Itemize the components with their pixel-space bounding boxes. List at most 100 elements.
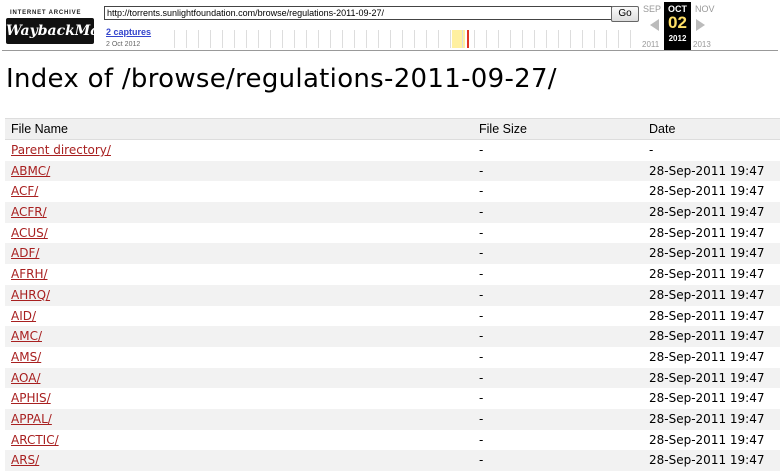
table-row: AOA/ - 28-Sep-2011 19:47 <box>5 367 780 389</box>
table-row: ACF/ - 28-Sep-2011 19:47 <box>5 181 780 202</box>
sparkline-month-tick <box>498 30 499 48</box>
go-button[interactable]: Go <box>611 6 639 22</box>
file-size-cell: - <box>479 267 484 282</box>
date-cell: 28-Sep-2011 19:47 <box>649 349 765 364</box>
date-cell: 28-Sep-2011 19:47 <box>649 329 765 344</box>
table-row: AMS/ - 28-Sep-2011 19:47 <box>5 347 780 368</box>
directory-link[interactable]: ACF/ <box>11 184 39 199</box>
table-row: ADF/ - 28-Sep-2011 19:47 <box>5 243 780 265</box>
file-size-cell: - <box>479 184 484 199</box>
wayback-toolbar-inner: INTERNET ARCHIVE WaybackMachine http://t… <box>2 2 778 51</box>
sparkline-month-tick <box>522 30 523 48</box>
table-row: AID/ - 28-Sep-2011 19:47 <box>5 306 780 327</box>
directory-link[interactable]: ACUS/ <box>11 225 48 240</box>
capture-date: 2 Oct 2012 <box>106 41 141 48</box>
file-size-cell: - <box>479 205 484 220</box>
sparkline-month-tick <box>618 30 619 48</box>
sparkline-month-tick <box>546 30 547 48</box>
date-cell: 28-Sep-2011 19:47 <box>649 287 765 302</box>
directory-link[interactable]: AFRH/ <box>11 267 48 282</box>
directory-link[interactable]: ACFR/ <box>11 205 47 220</box>
wayback-toolbar: INTERNET ARCHIVE WaybackMachine http://t… <box>0 0 780 51</box>
directory-link[interactable]: ADF/ <box>11 246 40 261</box>
sparkline-month-tick <box>330 30 331 48</box>
file-size-cell: - <box>479 143 484 157</box>
sparkline-month-tick <box>246 30 247 48</box>
directory-link[interactable]: APHIS/ <box>11 391 51 406</box>
capture-marker[interactable] <box>467 30 469 48</box>
directory-link[interactable]: ABMC/ <box>11 163 51 178</box>
internet-archive-label: INTERNET ARCHIVE <box>10 10 82 16</box>
date-cell: 28-Sep-2011 19:47 <box>649 163 765 178</box>
sparkline-month-tick <box>378 30 379 48</box>
file-size-cell: - <box>479 453 484 468</box>
file-size-cell: - <box>479 225 484 240</box>
sparkline-month-tick <box>174 30 175 48</box>
date-cell: 28-Sep-2011 19:47 <box>649 391 765 406</box>
capture-sparkline[interactable] <box>170 26 638 50</box>
file-size-cell: - <box>479 411 484 426</box>
sparkline-month-tick <box>594 30 595 48</box>
table-row: AMC/ - 28-Sep-2011 19:47 <box>5 326 780 347</box>
date-cell: 28-Sep-2011 19:47 <box>649 370 765 385</box>
sparkline-month-tick <box>474 30 475 48</box>
sparkline-month-tick <box>318 30 319 48</box>
table-row: ACFR/ - 28-Sep-2011 19:47 <box>5 202 780 223</box>
sparkline-month-tick <box>366 30 367 48</box>
table-row: ACUS/ - 28-Sep-2011 19:47 <box>5 223 780 244</box>
current-month: OCT <box>668 4 687 14</box>
column-header-file-name[interactable]: File Name <box>11 122 68 136</box>
table-row: AHRQ/ - 28-Sep-2011 19:47 <box>5 284 780 306</box>
url-input[interactable]: http://torrents.sunlightfoundation.com/b… <box>104 6 612 20</box>
prev-capture-arrow-icon[interactable] <box>650 19 659 31</box>
sparkline-month-tick <box>534 30 535 48</box>
file-size-cell: - <box>479 308 484 323</box>
next-year-label[interactable]: 2013 <box>693 40 711 49</box>
file-size-cell: - <box>479 287 484 302</box>
table-body: Parent directory/ - - ABMC/ - 28-Sep-2011 19:… <box>5 140 780 471</box>
sparkline-month-tick <box>582 30 583 48</box>
sparkline-month-tick <box>186 30 187 48</box>
directory-link[interactable]: ARS/ <box>11 453 40 468</box>
sparkline-month-tick <box>570 30 571 48</box>
sparkline-month-tick <box>486 30 487 48</box>
sparkline-month-tick <box>258 30 259 48</box>
sparkline-month-tick <box>294 30 295 48</box>
table-row: APHIS/ - 28-Sep-2011 19:47 <box>5 388 780 409</box>
directory-link[interactable]: AMS/ <box>11 349 42 364</box>
directory-link[interactable]: APPAL/ <box>11 411 52 426</box>
column-header-file-size[interactable]: File Size <box>479 122 527 136</box>
file-size-cell: - <box>479 246 484 261</box>
prev-month-label[interactable]: SEP <box>643 4 662 14</box>
wayback-logo[interactable]: INTERNET ARCHIVE WaybackMachine <box>6 8 142 50</box>
sparkline-month-tick <box>210 30 211 48</box>
sparkline-month-tick <box>222 30 223 48</box>
sparkline-month-tick <box>414 30 415 48</box>
directory-link[interactable]: ARCTIC/ <box>11 432 59 447</box>
next-month-label[interactable]: NOV <box>695 4 715 14</box>
table-row: APPAL/ - 28-Sep-2011 19:47 <box>5 408 780 430</box>
sparkline-month-tick <box>450 30 451 48</box>
directory-link[interactable]: AHRQ/ <box>11 287 51 302</box>
table-row: ARCTIC/ - 28-Sep-2011 19:47 <box>5 430 780 451</box>
wayback-machine-wordmark: WaybackMachine <box>6 18 142 44</box>
sparkline-month-tick <box>342 30 343 48</box>
table-row: Parent directory/ - - <box>5 140 780 161</box>
next-capture-arrow-icon[interactable] <box>696 19 705 31</box>
sparkline-month-tick <box>270 30 271 48</box>
captures-link[interactable]: 2 captures <box>106 27 152 37</box>
prev-year-label[interactable]: 2011 <box>642 40 660 49</box>
sparkline-month-tick <box>438 30 439 48</box>
table-row: ARS/ - 28-Sep-2011 19:47 <box>5 450 780 471</box>
sparkline-month-tick <box>282 30 283 48</box>
column-header-date[interactable]: Date <box>649 122 676 136</box>
parent-directory-link[interactable]: Parent directory/ <box>11 143 111 157</box>
current-year: 2012 <box>668 34 687 43</box>
directory-link[interactable]: AMC/ <box>11 329 42 344</box>
directory-link[interactable]: AID/ <box>11 308 37 323</box>
sparkline-month-tick <box>390 30 391 48</box>
sparkline-month-tick <box>234 30 235 48</box>
date-cell: - <box>649 143 654 157</box>
file-size-cell: - <box>479 163 484 178</box>
directory-link[interactable]: AOA/ <box>11 370 41 385</box>
